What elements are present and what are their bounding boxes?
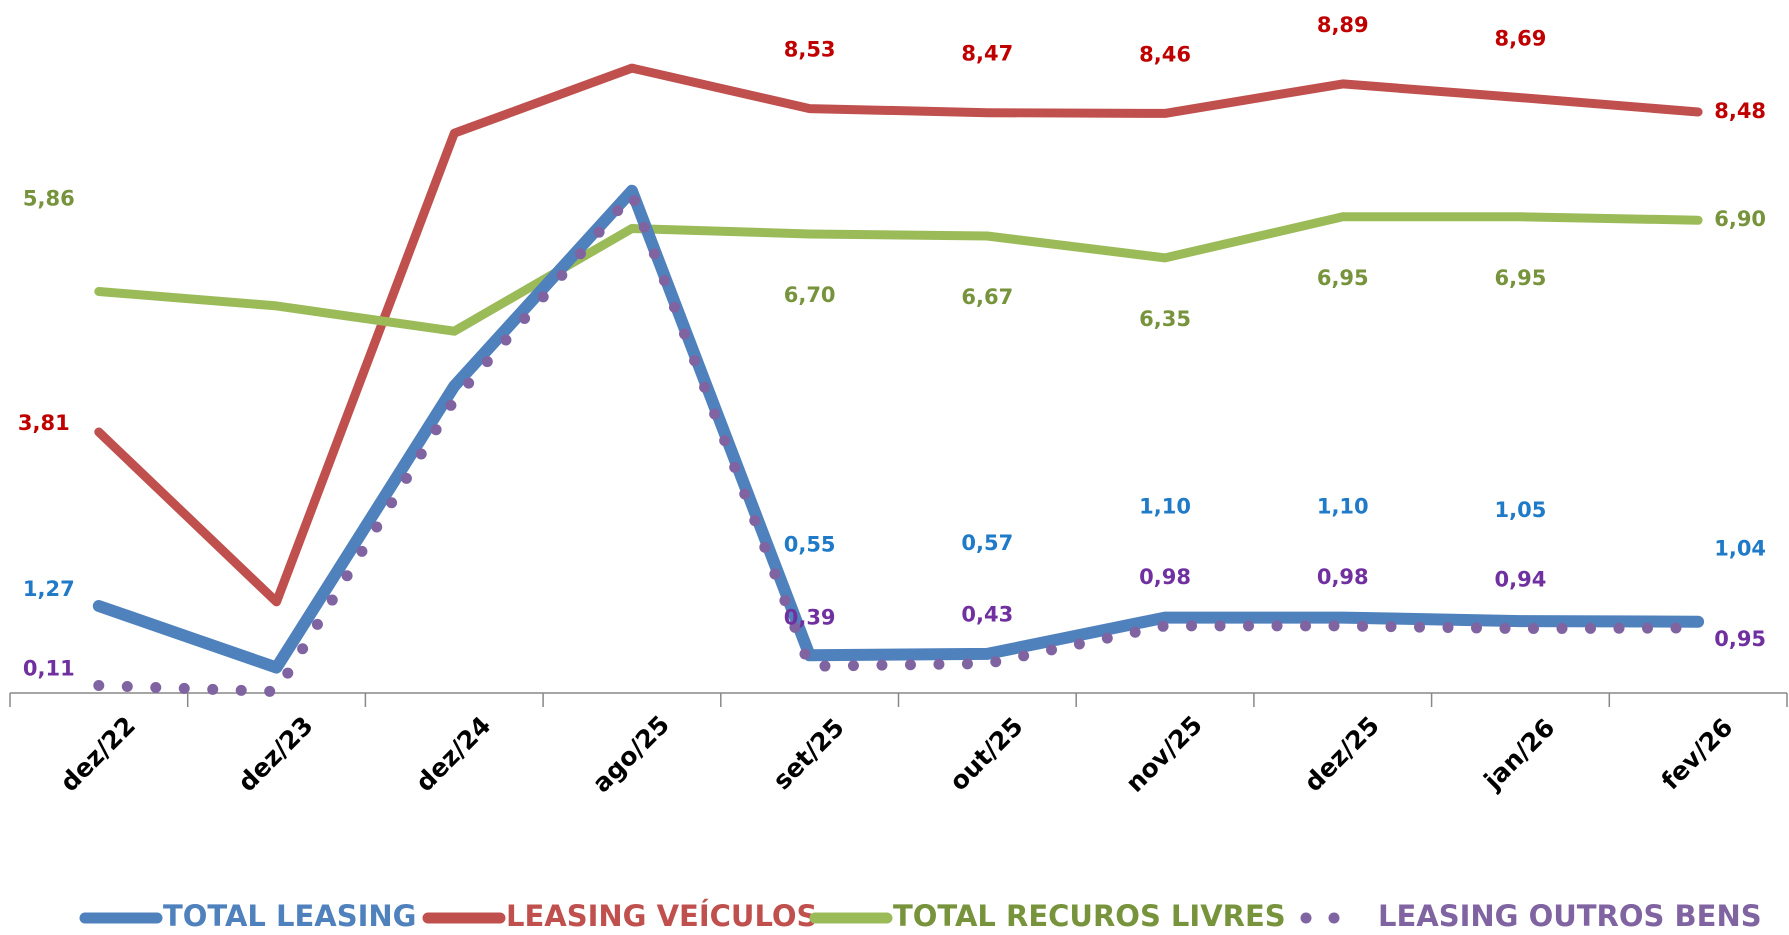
data-label: 6,70 (784, 283, 836, 307)
data-label: 0,11 (23, 656, 75, 680)
data-label: 6,35 (1139, 307, 1191, 331)
x-tick-label: fev/26 (1656, 713, 1739, 796)
x-tick-label: set/25 (767, 713, 850, 796)
legend-label: TOTAL RECUROS LIVRES (893, 899, 1286, 933)
data-label: 0,94 (1495, 568, 1547, 592)
data-label: 0,57 (961, 531, 1013, 555)
x-tick-label: jan/26 (1478, 713, 1561, 796)
legend-label: LEASING VEÍCULOS (506, 899, 817, 933)
data-label: 8,69 (1495, 27, 1547, 51)
data-label: 0,39 (784, 605, 836, 629)
data-label: 5,86 (23, 187, 75, 211)
x-tick-label: dez/23 (232, 711, 318, 797)
data-label: 1,27 (23, 577, 75, 601)
x-tick-label: dez/22 (55, 711, 141, 797)
data-label: 0,95 (1714, 627, 1766, 651)
series-line (92, 184, 1705, 674)
x-tick-label: out/25 (944, 712, 1029, 797)
series-line (94, 63, 1703, 607)
data-label: 8,46 (1139, 42, 1191, 66)
data-label: 6,90 (1714, 207, 1766, 231)
data-label: 0,43 (961, 603, 1013, 627)
data-label: 8,47 (961, 42, 1013, 66)
x-tick-label: dez/25 (1298, 711, 1384, 797)
data-label: 0,55 (784, 532, 836, 556)
legend-label: LEASING OUTROS BENS (1378, 899, 1762, 933)
data-label: 0,98 (1139, 565, 1191, 589)
data-label: 1,04 (1714, 537, 1766, 561)
x-tick-label: nov/25 (1120, 710, 1208, 798)
x-tick-label: dez/24 (410, 711, 496, 797)
legend-label: TOTAL LEASING (163, 899, 416, 933)
data-label: 1,10 (1139, 495, 1191, 519)
x-tick-label: ago/25 (587, 710, 675, 798)
data-label: 6,67 (961, 285, 1013, 309)
data-label: 6,95 (1495, 266, 1547, 290)
data-label: 1,05 (1495, 498, 1547, 522)
data-label: 8,89 (1317, 13, 1369, 37)
data-label: 1,10 (1317, 495, 1369, 519)
data-label: 6,95 (1317, 266, 1369, 290)
data-label: 8,48 (1714, 99, 1766, 123)
data-label: 8,53 (784, 38, 836, 62)
data-label: 3,81 (18, 411, 70, 435)
series-line (94, 212, 1703, 336)
data-label: 0,98 (1317, 565, 1369, 589)
